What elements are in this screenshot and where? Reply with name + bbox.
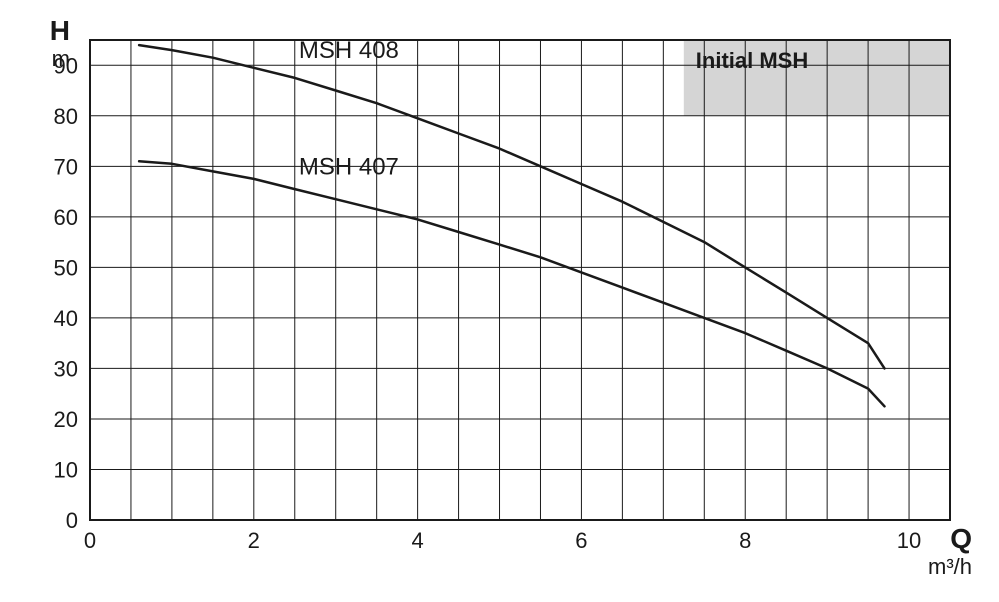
y-tick-label: 10 [54, 457, 78, 482]
series-label: MSH 407 [299, 153, 399, 180]
x-axis-unit: m³/h [928, 554, 972, 579]
x-tick-label: 0 [84, 528, 96, 553]
y-tick-label: 20 [54, 407, 78, 432]
x-tick-label: 8 [739, 528, 751, 553]
x-tick-label: 4 [411, 528, 423, 553]
y-tick-label: 30 [54, 356, 78, 381]
chart-svg: 01020304050607080900246810HmQm³/hInitial… [20, 20, 980, 582]
y-tick-label: 0 [66, 508, 78, 533]
x-tick-label: 6 [575, 528, 587, 553]
y-tick-label: 70 [54, 154, 78, 179]
y-tick-label: 40 [54, 306, 78, 331]
y-tick-label: 80 [54, 104, 78, 129]
x-tick-label: 10 [897, 528, 921, 553]
x-axis-title: Q [950, 523, 972, 554]
x-tick-label: 2 [248, 528, 260, 553]
legend-label: Initial MSH [696, 48, 808, 73]
y-axis-title: H [50, 20, 70, 46]
y-tick-label: 50 [54, 255, 78, 280]
series-label: MSH 408 [299, 37, 399, 64]
y-axis-unit: m [52, 46, 70, 71]
pump-curve-chart: 01020304050607080900246810HmQm³/hInitial… [20, 20, 980, 582]
y-tick-label: 60 [54, 205, 78, 230]
